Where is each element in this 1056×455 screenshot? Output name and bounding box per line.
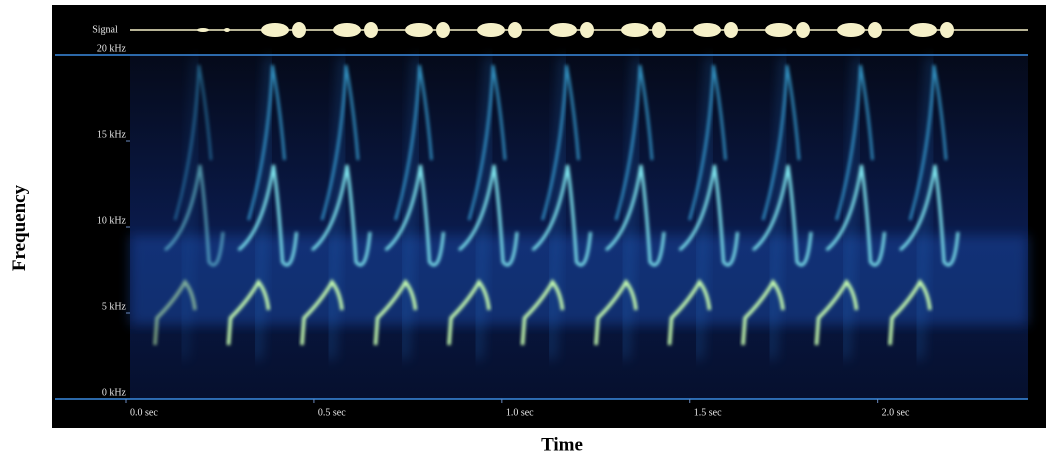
call-low [300,278,344,346]
x-tick-label: 0.5 sec [318,407,346,418]
call-high [394,64,433,221]
call-low [594,278,638,346]
signal-burst [261,23,289,37]
signal-burst [652,22,666,38]
call-high [320,64,360,221]
signal-burst [333,23,361,37]
signal-burst [940,22,954,38]
call-high [835,64,874,221]
signal-burst [909,23,937,37]
call-low [447,278,491,346]
call-mid [384,164,445,267]
call-mid [458,164,519,267]
call-low [520,278,565,346]
x-tick-label: 2.0 sec [882,407,910,418]
signal-burst [724,22,738,38]
calls [153,56,960,360]
call-mid [678,164,739,267]
y-tick-label: 5 kHz [102,301,127,312]
noise-band [130,235,1028,325]
call-low [888,278,932,346]
call-high [541,64,580,221]
call-low [741,278,785,346]
y-tick-label: 10 kHz [97,215,127,226]
x-axis-label: Time [541,434,583,455]
signal-label: Signal [92,24,118,35]
signal-burst [868,22,882,38]
signal-burst [405,23,433,37]
call-high [467,64,507,221]
call-mid [899,164,960,267]
call-high [908,64,948,221]
signal-burst [436,22,450,38]
signal-burst [224,28,230,32]
call-low [373,278,418,346]
call-high [247,64,286,221]
call-mid [531,164,592,267]
signal-burst [621,23,649,37]
call-high [688,64,727,221]
signal-burst [292,22,306,38]
signal-burst [197,28,209,32]
signal-burst [765,23,793,37]
call-mid [605,164,666,267]
call-mid [752,164,813,267]
x-tick-label: 0.0 sec [130,407,158,418]
y-axis-label: Frequency [9,184,30,271]
signal-burst [580,22,594,38]
y-tick-label: 20 kHz [97,43,127,54]
signal-waveform [197,22,954,38]
signal-burst [837,23,865,37]
call-low [226,278,271,346]
call-low [153,278,197,346]
x-tick-label: 1.0 sec [506,407,534,418]
signal-burst [508,22,522,38]
signal-burst [549,23,577,37]
call-high [761,64,801,221]
signal-burst [796,22,810,38]
y-tick-label: 0 kHz [102,387,127,398]
call-high [173,64,213,221]
call-low [814,278,859,346]
call-mid [311,164,372,267]
signal-burst [693,23,721,37]
call-mid [237,164,298,267]
call-mid [825,164,886,267]
call-low [667,278,712,346]
signal-burst [364,22,378,38]
y-tick-label: 15 kHz [97,129,127,140]
call-mid [164,164,225,267]
x-tick-label: 1.5 sec [694,407,722,418]
signal-burst [477,23,505,37]
call-high [614,64,654,221]
